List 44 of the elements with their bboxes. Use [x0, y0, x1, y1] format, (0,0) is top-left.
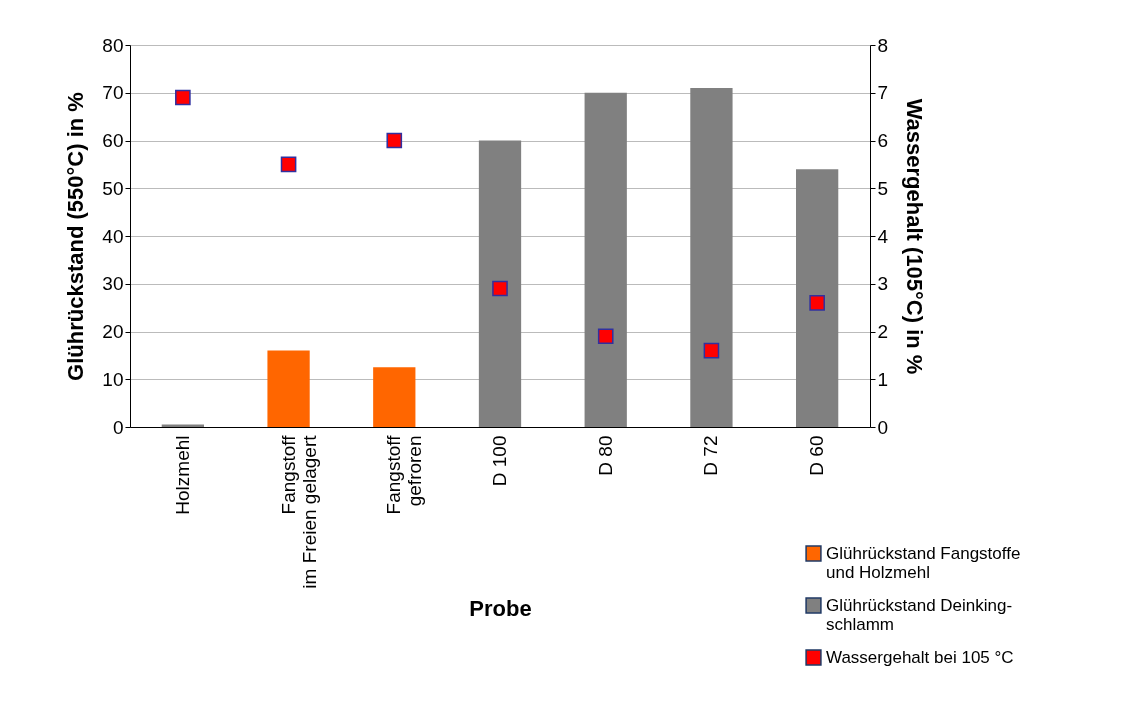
y-tick-label: 10 [102, 368, 124, 390]
point [597, 328, 614, 345]
y-tick-label: 40 [102, 225, 124, 247]
y2-tick-label: 5 [877, 177, 889, 199]
bar [478, 140, 522, 427]
y-tick-label: 60 [102, 130, 124, 151]
y2-tick-label: 6 [877, 130, 889, 151]
legend-label: Glührückstand Deinking- schlamm [826, 595, 1013, 634]
x-tick-label: D 60 [806, 435, 828, 476]
x-tick-label: Fangstoff im Freien gelagert [277, 434, 320, 589]
y-tick-label: 30 [102, 273, 124, 295]
point [386, 132, 403, 149]
y2-tick-label: 7 [877, 82, 889, 104]
x-tick-label: D 100 [489, 435, 510, 487]
x-axis-title: Probe [469, 595, 532, 621]
point [280, 156, 297, 173]
x-tick-label: Fangstoff gefroren [383, 434, 426, 515]
y-tick-label: 80 [102, 34, 124, 56]
x-tick-label: D 80 [594, 435, 616, 476]
y2-tick-label: 3 [877, 273, 889, 295]
y2-axis-title: Wassergehalt (105°C) in % [902, 98, 928, 375]
point [703, 342, 720, 359]
y-tick-label: 20 [102, 321, 124, 342]
y-tick-label: 50 [102, 177, 124, 199]
x-tick-label: D 72 [700, 435, 722, 476]
y2-tick-label: 0 [877, 416, 889, 438]
y-axis-title: Glührückstand (550°C) in % [63, 92, 89, 381]
point [175, 89, 191, 106]
legend-label: Glührückstand Fangstoffe und Holzmehl [826, 543, 1021, 582]
bar [796, 169, 839, 427]
bar [267, 350, 310, 427]
point [492, 280, 508, 297]
bar [584, 92, 627, 427]
bar [373, 367, 416, 427]
y-tick-label: 70 [102, 82, 124, 104]
point [809, 295, 825, 311]
bar [690, 87, 733, 427]
y2-tick-label: 4 [877, 225, 889, 247]
legend-label: Wassergehalt bei 105 °C [826, 647, 1014, 667]
y-tick-label: 0 [112, 416, 124, 438]
y2-tick-label: 1 [877, 368, 889, 390]
x-tick-label: Holzmehl [171, 435, 193, 515]
y2-tick-label: 2 [877, 321, 889, 342]
y2-tick-label: 8 [877, 34, 889, 56]
